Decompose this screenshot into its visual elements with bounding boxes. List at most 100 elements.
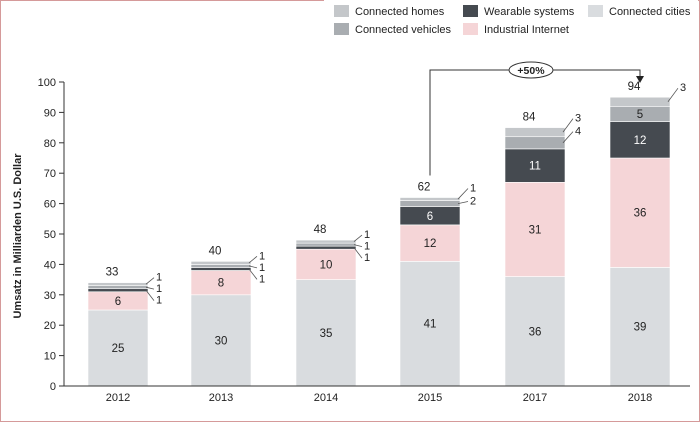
total-label: 48 — [314, 224, 327, 236]
leader-line — [145, 286, 155, 290]
y-tick-label: 90 — [44, 107, 56, 119]
bar-segment — [504, 276, 566, 387]
leader-line — [457, 201, 469, 204]
bar-stack-2017: 36 31 11 34 84 — [504, 112, 581, 387]
leader-line — [667, 87, 679, 102]
data-label: 1 — [364, 241, 370, 253]
y-axis: 0 10 20 30 40 50 60 70 80 90 100 — [38, 77, 65, 393]
x-tick-label: 2013 — [209, 392, 233, 404]
data-label: 8 — [218, 278, 224, 290]
bar-segment — [295, 242, 357, 247]
bar-segment — [190, 294, 252, 387]
x-tick-label: 2018 — [628, 392, 652, 404]
data-label: 12 — [634, 135, 647, 147]
y-tick-label: 0 — [50, 381, 56, 393]
bar-stack-2015: 41 12 6 12 62 — [399, 182, 476, 387]
data-label: 12 — [424, 238, 437, 250]
data-label: 35 — [320, 328, 333, 340]
annotation-arrowhead — [636, 76, 644, 83]
data-label: 1 — [156, 283, 162, 295]
legend-swatch — [334, 5, 349, 17]
legend-entry: Wearable systems — [484, 6, 575, 18]
bar-segment — [295, 248, 357, 280]
bars: 2561113330811140351011148411261262363111… — [87, 81, 686, 387]
leader-line — [248, 265, 258, 269]
total-label: 84 — [523, 112, 536, 124]
data-label: 1 — [259, 262, 265, 274]
x-tick-label: 2014 — [314, 392, 338, 404]
bar-segment — [399, 200, 461, 207]
bar-segment — [504, 182, 566, 277]
leader-line — [562, 118, 574, 133]
y-tick-label: 30 — [44, 290, 56, 302]
y-tick-label: 40 — [44, 259, 56, 271]
legend-background — [324, 0, 698, 42]
bar-segment — [190, 264, 252, 268]
data-label: 36 — [529, 326, 542, 338]
data-label: 1 — [364, 252, 370, 264]
data-label: 6 — [115, 296, 121, 308]
data-label: 10 — [320, 259, 333, 271]
leader-line — [457, 188, 469, 200]
y-tick-label: 50 — [44, 229, 56, 241]
bar-segment — [399, 224, 461, 262]
annotation-label: +50% — [517, 65, 545, 77]
bar-segment — [504, 127, 566, 138]
bar-segment — [295, 245, 357, 250]
y-tick-label: 80 — [44, 138, 56, 150]
bar-segment — [87, 282, 149, 286]
leader-line — [248, 256, 258, 264]
leader-line — [145, 277, 155, 285]
data-label: 36 — [634, 208, 647, 220]
data-label: 31 — [529, 224, 542, 236]
bar-segment — [87, 288, 149, 293]
bar-segment — [609, 121, 671, 159]
data-label: 4 — [575, 126, 581, 138]
total-label: 40 — [209, 245, 222, 257]
data-label: 2 — [470, 196, 476, 208]
bar-segment — [190, 267, 252, 271]
legend-entry: Connected cities — [609, 6, 691, 18]
leader-line — [145, 289, 155, 301]
y-tick-label: 70 — [44, 168, 56, 180]
data-label: 30 — [215, 335, 228, 347]
x-tick-label: 2017 — [523, 392, 547, 404]
data-label: 41 — [424, 319, 437, 331]
legend-entry: Connected vehicles — [355, 24, 452, 36]
leader-line — [353, 234, 363, 242]
data-label: 25 — [112, 343, 125, 355]
bar-segment — [295, 239, 357, 244]
data-label: 3 — [680, 82, 686, 94]
legend: Connected homes Wearable systems Connected… — [324, 0, 698, 42]
bar-segment — [399, 197, 461, 201]
data-label: 5 — [637, 109, 643, 121]
growth-annotation: +50% — [429, 61, 644, 176]
data-label: 1 — [470, 183, 476, 195]
total-label: 62 — [418, 182, 431, 194]
bar-segment — [504, 136, 566, 150]
data-label: 39 — [634, 322, 647, 334]
y-tick-label: 100 — [38, 77, 56, 89]
data-label: 3 — [575, 113, 581, 125]
leader-line — [353, 244, 363, 247]
total-label: 33 — [106, 267, 119, 279]
data-label: 1 — [156, 295, 162, 307]
bar-segment — [609, 267, 671, 387]
x-tick-label: 2012 — [106, 392, 130, 404]
bar-segment — [295, 279, 357, 387]
x-axis: 2012 2013 2014 2015 2017 2018 — [64, 385, 690, 404]
data-label: 1 — [259, 273, 265, 285]
legend-swatch — [334, 23, 349, 35]
bar-segment — [609, 96, 671, 107]
data-label: 11 — [529, 161, 541, 173]
bar-segment — [190, 261, 252, 265]
y-tick-label: 10 — [44, 351, 56, 363]
legend-swatch — [588, 5, 603, 17]
legend-swatch — [463, 23, 478, 35]
bar-segment — [504, 148, 566, 183]
